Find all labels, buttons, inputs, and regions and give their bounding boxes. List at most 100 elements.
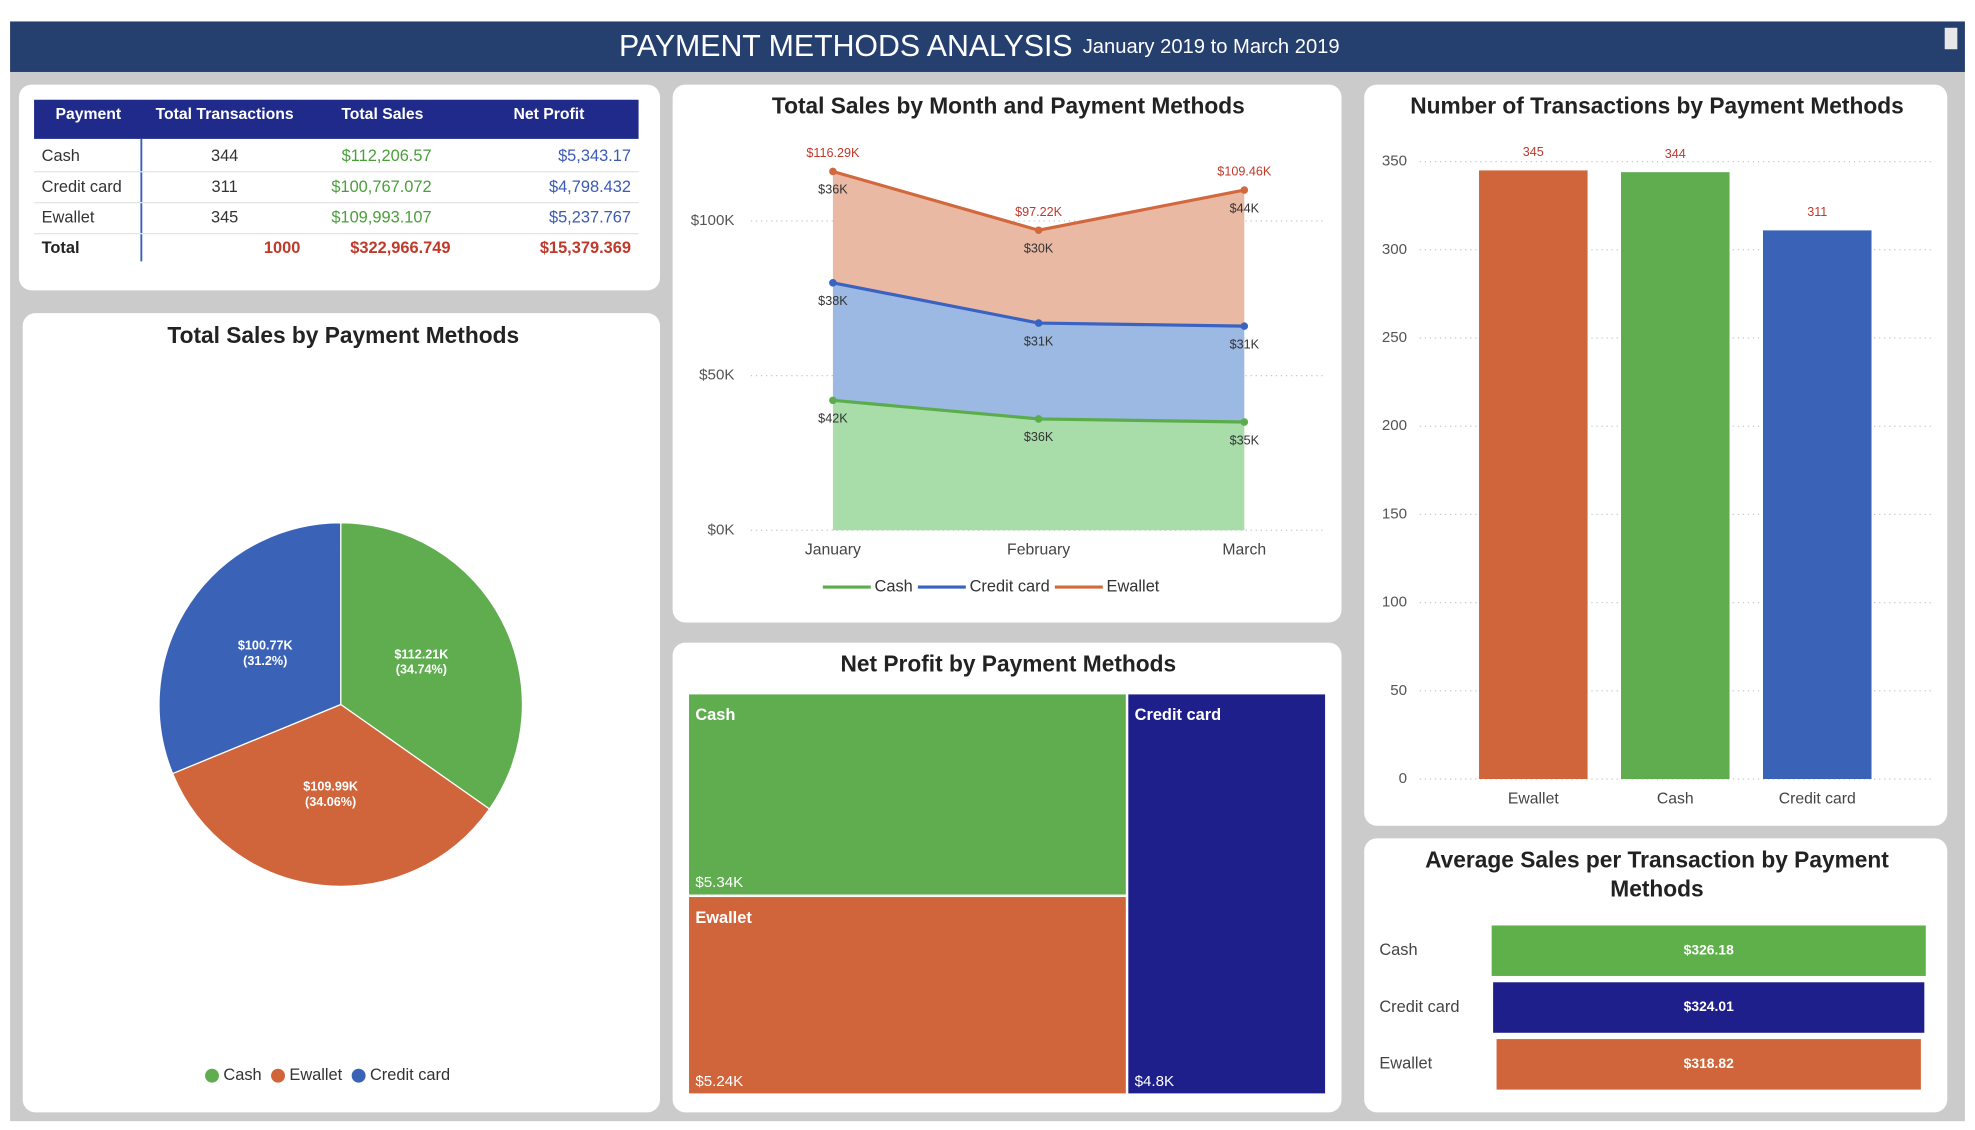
point	[1034, 319, 1043, 327]
tile-name: Ewallet	[695, 909, 752, 927]
x-tick-label: February	[1007, 542, 1070, 559]
y-tick-label: 150	[1382, 505, 1407, 522]
x-tick-label: March	[1222, 542, 1266, 559]
tile-name: Credit card	[1135, 706, 1222, 724]
tile-value: $4.8K	[1135, 1073, 1175, 1090]
legend-label: Credit card	[970, 577, 1050, 595]
slice-label: $100.77K	[238, 639, 293, 653]
chart-title: Total Sales by Payment Methods	[167, 322, 519, 348]
page-title: PAYMENT METHODS ANALYSIS	[619, 30, 1073, 63]
tile-value: $5.34K	[695, 874, 743, 891]
table-cell: 345	[211, 209, 238, 227]
pie-slice	[171, 703, 491, 887]
funnel-bar	[1496, 1039, 1921, 1090]
y-tick-label: 350	[1382, 153, 1407, 170]
table-header: Total Transactions	[156, 106, 294, 123]
chart-title-box: Average Sales per Transaction by Payment…	[1425, 847, 1889, 901]
table-total: 1000	[264, 239, 300, 257]
data-label: $36K	[818, 183, 848, 197]
table-cell: 311	[212, 178, 238, 196]
point	[829, 279, 837, 287]
data-label: $42K	[818, 412, 848, 426]
legend-marker	[205, 1068, 219, 1083]
data-label: $318.82	[1684, 1055, 1734, 1071]
table-cell: Ewallet	[42, 209, 95, 227]
data-label: $35K	[1230, 433, 1260, 447]
banner	[10, 21, 1965, 72]
y-tick-label: 100	[1382, 594, 1407, 611]
table-cell: Credit card	[42, 178, 122, 196]
data-label: $324.01	[1684, 998, 1734, 1014]
pie-slice	[340, 522, 524, 810]
category-label: Cash	[1379, 941, 1417, 959]
data-label: $31K	[1024, 334, 1054, 348]
tile-name: Cash	[695, 706, 735, 724]
slice-percent: (34.74%)	[396, 662, 447, 676]
y-tick-label: $50K	[699, 367, 734, 384]
point	[829, 167, 837, 176]
bar	[1762, 230, 1872, 780]
table-header: Payment	[55, 106, 121, 123]
point	[1240, 322, 1249, 330]
data-label: $31K	[1230, 337, 1260, 351]
y-tick-label: $100K	[691, 212, 735, 229]
legend-label: Credit card	[370, 1066, 450, 1084]
x-tick-label: January	[805, 542, 861, 559]
slice-label: $109.99K	[303, 780, 358, 794]
legend-label: Cash	[223, 1066, 261, 1084]
point	[829, 396, 837, 405]
total-label: $97.22K	[1015, 205, 1063, 219]
y-tick-label: 300	[1382, 241, 1407, 258]
y-tick-label: 50	[1390, 682, 1407, 699]
chart-title: Number of Transactions by Payment Method…	[1410, 92, 1903, 118]
treemap-tile	[689, 897, 1126, 1094]
table-header-bg	[34, 99, 639, 139]
table-cell: $5,237.767	[549, 209, 631, 227]
table-total: $15,379.369	[540, 239, 631, 257]
y-tick-label: $0K	[708, 521, 735, 538]
x-tick-label: Ewallet	[1508, 790, 1559, 807]
chart-title: Total Sales by Month and Payment Methods	[772, 92, 1245, 118]
data-label: $30K	[1024, 241, 1054, 255]
slice-percent: (34.06%)	[305, 795, 356, 809]
table-header: Net Profit	[513, 106, 585, 123]
category-label: Credit card	[1379, 998, 1459, 1016]
funnel-bar	[1493, 982, 1925, 1033]
pie-slice	[158, 522, 342, 775]
table-cell: $4,798.432	[549, 178, 631, 196]
legend-label: Ewallet	[289, 1066, 342, 1084]
area	[832, 400, 1245, 531]
data-label: 345	[1523, 145, 1544, 159]
funnel-bar	[1491, 925, 1926, 976]
table-total: Total	[42, 239, 80, 257]
data-label: $326.18	[1684, 941, 1734, 957]
table-total: $322,966.749	[350, 239, 450, 257]
total-label: $116.29K	[806, 146, 860, 160]
total-label: $109.46K	[1217, 165, 1272, 179]
tile-value: $5.24K	[695, 1073, 743, 1090]
table-cell: $5,343.17	[558, 147, 631, 165]
point	[1034, 226, 1043, 235]
table-header: Total Sales	[341, 106, 423, 123]
slice-percent: (31.2%)	[243, 654, 287, 668]
legend-label: Cash	[875, 577, 913, 595]
data-label: 311	[1807, 205, 1827, 219]
banner-text: PAYMENT METHODS ANALYSIS January 2019 to …	[619, 30, 1340, 63]
chart-title: Net Profit by Payment Methods	[840, 650, 1176, 676]
treemap-tile	[1128, 694, 1326, 1094]
scroll-handle[interactable]	[1944, 27, 1958, 50]
area	[832, 282, 1245, 423]
data-label: $44K	[1230, 201, 1260, 215]
point	[1240, 418, 1249, 426]
y-tick-label: 200	[1382, 417, 1407, 434]
treemap-tile	[689, 694, 1126, 895]
table-cell: Cash	[42, 147, 80, 165]
y-tick-label: 0	[1399, 770, 1407, 787]
page-subtitle: January 2019 to March 2019	[1083, 36, 1340, 58]
bar	[1479, 170, 1588, 780]
data-label: $38K	[818, 294, 848, 308]
point	[1034, 415, 1043, 423]
legend-marker	[271, 1068, 285, 1083]
table-cell: $109,993.107	[331, 209, 431, 227]
